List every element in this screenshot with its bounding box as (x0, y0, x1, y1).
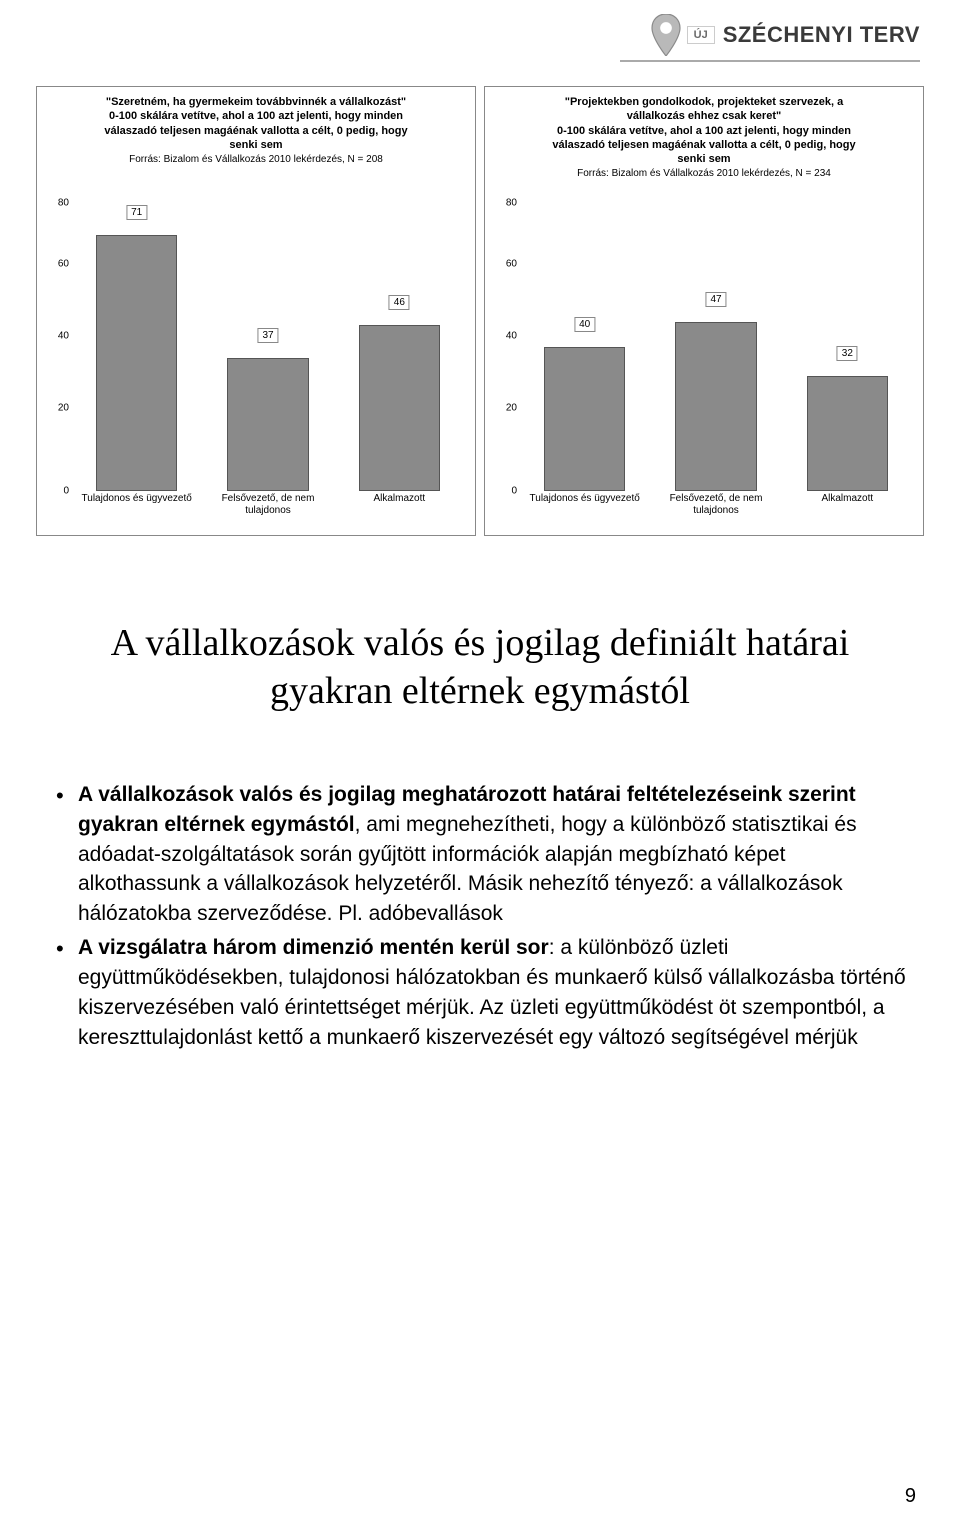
header-logo: ÚJ SZÉCHENYI TERV (651, 14, 920, 56)
map-pin-icon (651, 14, 681, 56)
chart-bar (544, 347, 625, 491)
chart-left: "Szeretném, ha gyermekeim továbbvinnék a… (36, 86, 476, 536)
bar-value-label: 32 (837, 346, 858, 361)
y-tick: 0 (491, 486, 517, 497)
y-tick: 60 (43, 259, 69, 270)
y-tick: 40 (43, 331, 69, 342)
chart-right-yaxis: 0 20 40 60 80 (491, 203, 517, 491)
chart-left-yaxis: 0 20 40 60 80 (43, 203, 69, 491)
bar-value-label: 40 (574, 317, 595, 332)
y-tick: 80 (43, 198, 69, 209)
bar-value-label: 47 (705, 292, 726, 307)
chart-right: "Projektekben gondolkodok, projekteket s… (484, 86, 924, 536)
chart-title-line: "Szeretném, ha gyermekeim továbbvinnék a… (55, 95, 457, 109)
chart-right-title: "Projektekben gondolkodok, projekteket s… (485, 87, 923, 166)
chart-title-line: válaszadó teljesen magáénak vallotta a c… (55, 124, 457, 138)
chart-bar (227, 358, 308, 491)
x-label: Felsővezető, de nem tulajdonos (202, 493, 333, 527)
bar-value-label: 71 (126, 205, 147, 220)
chart-title-line: 0-100 skálára vetítve, ahol a 100 azt je… (503, 124, 905, 138)
chart-title-line: "Projektekben gondolkodok, projekteket s… (503, 95, 905, 109)
y-tick: 20 (491, 403, 517, 414)
chart-bar (96, 235, 177, 491)
bar-value-label: 37 (257, 328, 278, 343)
logo-name: SZÉCHENYI TERV (723, 22, 920, 48)
chart-right-source: Forrás: Bizalom és Vállalkozás 2010 leké… (485, 166, 923, 180)
bar-value-label: 46 (389, 295, 410, 310)
main-heading: A vállalkozások valós és jogilag definiá… (0, 620, 960, 715)
y-tick: 0 (43, 486, 69, 497)
chart-title-line: senki sem (503, 152, 905, 166)
page-number: 9 (905, 1485, 916, 1508)
chart-title-line: senki sem (55, 138, 457, 152)
x-label: Tulajdonos és ügyvezető (519, 493, 650, 527)
header-underline (620, 60, 920, 62)
y-tick: 60 (491, 259, 517, 270)
chart-right-plot: 40 47 32 (519, 203, 913, 491)
chart-right-xlabels: Tulajdonos és ügyvezető Felsővezető, de … (519, 493, 913, 527)
body-text: A vállalkozások valós és jogilag meghatá… (50, 780, 910, 1056)
x-label: Alkalmazott (334, 493, 465, 527)
chart-bar (359, 325, 440, 491)
chart-left-xlabels: Tulajdonos és ügyvezető Felsővezető, de … (71, 493, 465, 527)
y-tick: 80 (491, 198, 517, 209)
chart-title-line: válaszadó teljesen magáénak vallotta a c… (503, 138, 905, 152)
x-label: Tulajdonos és ügyvezető (71, 493, 202, 527)
charts-row: "Szeretném, ha gyermekeim továbbvinnék a… (36, 86, 924, 536)
y-tick: 20 (43, 403, 69, 414)
bullet-item: A vizsgálatra három dimenzió mentén kerü… (78, 933, 910, 1052)
x-label: Alkalmazott (782, 493, 913, 527)
chart-title-line: vállalkozás ehhez csak keret" (503, 109, 905, 123)
x-label: Felsővezető, de nem tulajdonos (650, 493, 781, 527)
chart-bar (675, 322, 756, 491)
y-tick: 40 (491, 331, 517, 342)
chart-title-line: 0-100 skálára vetítve, ahol a 100 azt je… (55, 109, 457, 123)
chart-bar (807, 376, 888, 491)
chart-left-title: "Szeretném, ha gyermekeim továbbvinnék a… (37, 87, 475, 152)
bullet-bold: A vizsgálatra három dimenzió mentén kerü… (78, 936, 549, 959)
logo-badge: ÚJ (687, 26, 715, 44)
chart-left-plot: 71 37 46 (71, 203, 465, 491)
bullet-item: A vállalkozások valós és jogilag meghatá… (78, 780, 910, 929)
chart-left-source: Forrás: Bizalom és Vállalkozás 2010 leké… (37, 152, 475, 166)
